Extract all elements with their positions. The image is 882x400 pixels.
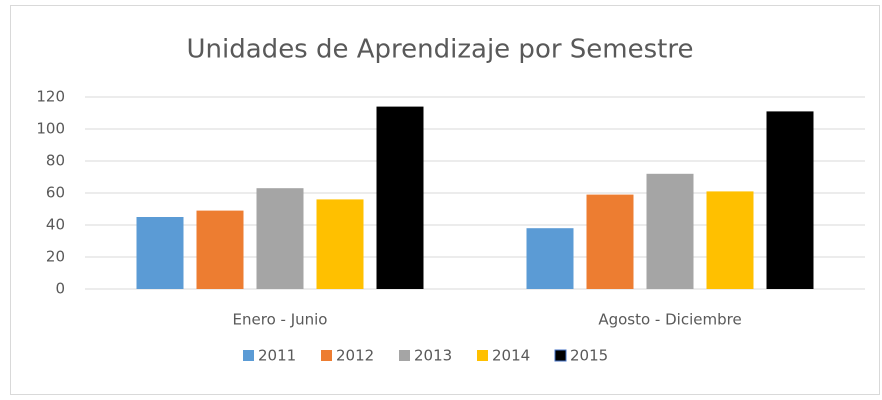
bar [196, 210, 244, 289]
bar [316, 199, 364, 289]
bar [526, 228, 574, 289]
legend-label: 2015 [570, 347, 608, 365]
y-tick-label: 60 [46, 184, 65, 202]
legend-swatch [321, 350, 332, 361]
legend-swatch [399, 350, 410, 361]
bar [706, 191, 754, 289]
bar [586, 194, 634, 289]
bar [646, 173, 694, 289]
legend-label: 2014 [492, 347, 530, 365]
legend-label: 2012 [336, 347, 374, 365]
y-tick-label: 0 [55, 280, 65, 298]
bar [766, 111, 814, 290]
x-tick-label: Enero - Junio [233, 311, 328, 329]
bar [136, 217, 184, 289]
legend-swatch [243, 350, 254, 361]
y-tick-label: 20 [46, 248, 65, 266]
bar [256, 188, 304, 289]
legend-label: 2013 [414, 347, 452, 365]
chart-title: Unidades de Aprendizaje por Semestre [187, 35, 694, 65]
y-tick-label: 80 [46, 152, 65, 170]
y-tick-label: 40 [46, 216, 65, 234]
x-tick-label: Agosto - Diciembre [598, 311, 741, 329]
legend-swatch [477, 350, 488, 361]
y-tick-label: 100 [36, 120, 65, 138]
y-tick-label: 120 [36, 88, 65, 106]
legend-label: 2011 [258, 347, 296, 365]
legend-swatch [554, 349, 567, 362]
bar [376, 106, 424, 289]
